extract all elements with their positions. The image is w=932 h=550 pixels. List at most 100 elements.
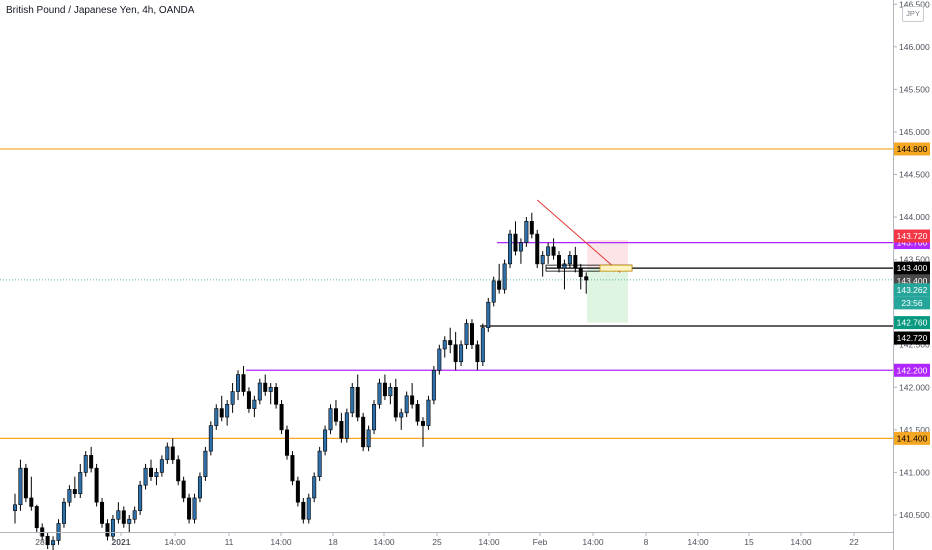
- candle: [497, 263, 502, 294]
- candle: [170, 438, 175, 464]
- candle-body-down: [393, 386, 398, 418]
- stop-loss-zone: [587, 240, 628, 269]
- y-tick-label: 140.500: [899, 510, 930, 520]
- candle-body-up: [317, 450, 322, 477]
- level-label-orange: 141.400: [894, 431, 930, 445]
- price-axis[interactable]: 140.500141.000141.500142.000142.500143.0…: [893, 0, 932, 550]
- candle: [546, 242, 551, 264]
- candle: [67, 485, 72, 507]
- time-axis[interactable]: 28 2021 14:00 11 14:00 18 14:00 25 14:00 Feb 14:00…: [0, 532, 893, 547]
- y-tick-label: 144.000: [899, 212, 930, 222]
- candle: [192, 493, 197, 524]
- candle-body-up: [372, 404, 377, 431]
- x-tick-label: 14:00: [790, 537, 812, 547]
- candle-body-up: [154, 472, 159, 477]
- candle: [219, 395, 224, 422]
- candle-body-up: [51, 540, 56, 546]
- candle-body-down: [100, 501, 105, 524]
- candle: [132, 506, 137, 524]
- countdown-label: 23:56: [894, 296, 930, 310]
- candle-body-down: [284, 429, 289, 456]
- candle-body-up: [268, 386, 273, 392]
- candle: [551, 238, 556, 260]
- candle-body-down: [420, 421, 425, 426]
- candle-body-down: [573, 255, 578, 269]
- candle: [246, 387, 251, 413]
- candle: [45, 532, 50, 550]
- candle-body-down: [290, 455, 295, 482]
- candle-body-up: [214, 408, 219, 426]
- candle-body-up: [567, 255, 572, 265]
- x-tick-label: 8: [644, 537, 649, 547]
- candle-body-up: [78, 472, 83, 494]
- x-tick-label: 18: [328, 537, 338, 547]
- candle: [78, 463, 83, 498]
- candle: [431, 366, 436, 405]
- candle: [524, 217, 529, 247]
- drawings-layer[interactable]: [536, 199, 633, 273]
- y-tick-label: 141.500: [899, 425, 930, 435]
- candle-body-up: [143, 467, 148, 486]
- currency-badge[interactable]: JPY: [902, 6, 924, 22]
- candle-body-up: [377, 382, 382, 405]
- x-tick-label: 28: [35, 537, 45, 547]
- candle: [508, 229, 513, 269]
- candle: [339, 412, 344, 443]
- candle: [279, 400, 284, 435]
- candle: [257, 378, 262, 405]
- level-label-orange-text: 141.400: [897, 433, 928, 443]
- trendline: [536, 199, 621, 273]
- candle-body-down: [246, 391, 251, 409]
- candle: [404, 391, 409, 418]
- candle-body-up: [312, 476, 317, 499]
- candle-body-up: [459, 344, 464, 363]
- candle-body-up: [192, 497, 197, 520]
- candle-body-up: [116, 510, 121, 520]
- candle-body-down: [513, 233, 518, 252]
- candle-body-up: [508, 233, 513, 265]
- x-tick-label: 22: [849, 537, 859, 547]
- entry-label-secondary-text: 143.400: [897, 276, 928, 286]
- candle-body-up: [437, 348, 442, 371]
- candle: [556, 251, 561, 273]
- candle-body-down: [94, 467, 99, 503]
- candle-body-down: [263, 382, 268, 392]
- candle-body-down: [181, 480, 186, 499]
- candle-body-up: [132, 510, 137, 520]
- candle: [110, 514, 115, 541]
- target-label-text: 142.760: [897, 318, 928, 328]
- candle: [459, 340, 464, 367]
- candle: [453, 331, 458, 371]
- candle-body-down: [448, 340, 453, 346]
- candle: [51, 536, 56, 550]
- candle-body-up: [61, 501, 66, 524]
- countdown-label-text: 23:56: [901, 298, 923, 308]
- candle-body-up: [138, 484, 143, 512]
- candle: [116, 502, 121, 524]
- candle-body-up: [208, 425, 213, 452]
- x-tick-label: Feb: [533, 537, 548, 547]
- candle: [149, 459, 154, 481]
- y-tick-label: 146.500: [899, 0, 930, 9]
- candle-body-up: [83, 455, 88, 473]
- candle: [225, 400, 230, 426]
- stop-label-bg: [894, 229, 930, 243]
- candle: [518, 238, 523, 264]
- entry-marker: [599, 264, 633, 272]
- candle: [366, 425, 371, 452]
- x-tick-label: 14:00: [582, 537, 604, 547]
- candle-body-down: [34, 506, 39, 529]
- candle-body-up: [486, 301, 491, 329]
- candle-body-up: [257, 382, 262, 401]
- candle-body-up: [127, 518, 132, 524]
- candle: [295, 476, 300, 507]
- horizontal-levels[interactable]: [0, 148, 893, 439]
- candle: [562, 259, 567, 290]
- candle: [584, 272, 589, 294]
- chart-title: British Pound / Japanese Yen, 4h, OANDA: [6, 5, 195, 16]
- candle: [197, 472, 202, 503]
- candle: [420, 417, 425, 447]
- candle-body-down: [23, 467, 28, 499]
